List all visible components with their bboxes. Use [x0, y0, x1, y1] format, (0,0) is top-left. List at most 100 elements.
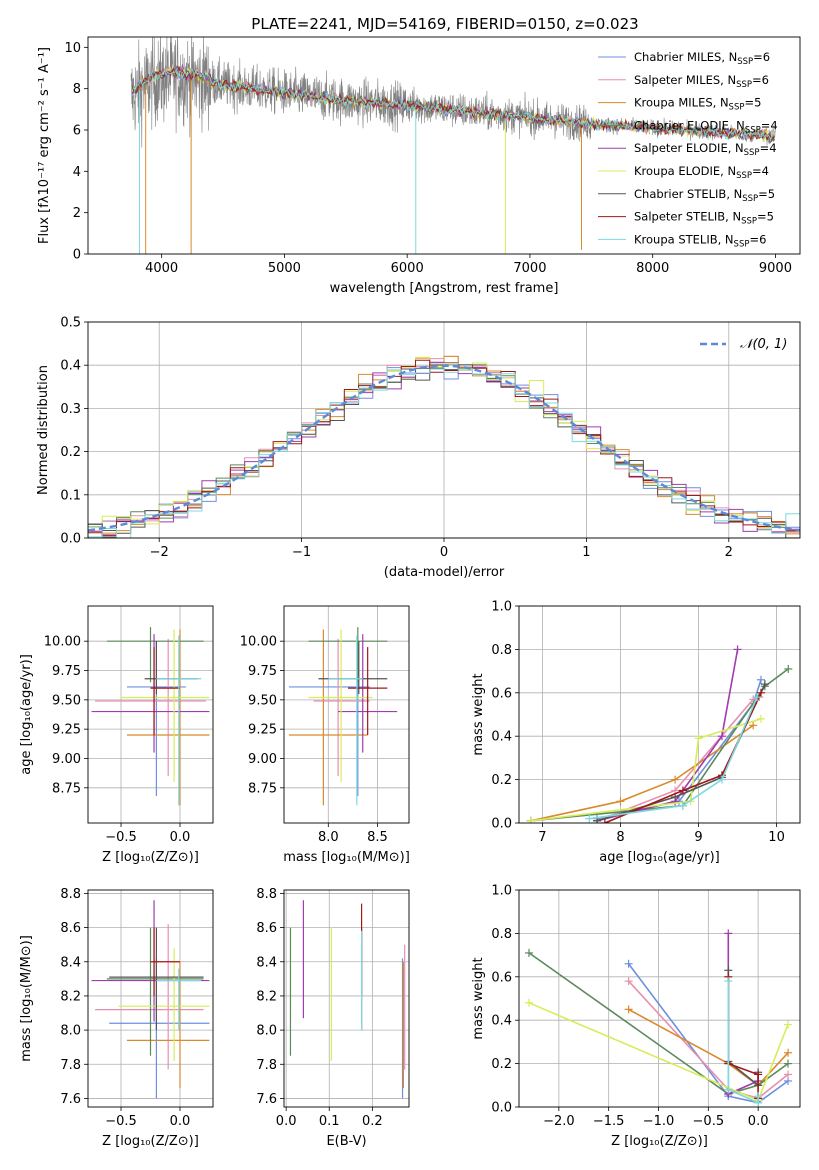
- spectrum-plot-area: [130, 37, 776, 254]
- weight_vs_Z-panel: −2.0 −1.5 −1.0 −0.5 0.0 0.0 0.2 0.4 0.6 0.8 1.0 Z […: [471, 884, 801, 1149]
- y-tick-label: 4: [73, 165, 81, 180]
- x-tick-label: 0.0: [170, 830, 191, 845]
- legend-subscript: SSP: [742, 194, 758, 204]
- y-tick-label: 0.4: [491, 1014, 512, 1029]
- axes-frame: [518, 605, 801, 824]
- y-tick-label: 10.00: [44, 635, 81, 650]
- y-tick-label: 8.8: [256, 887, 277, 902]
- x-tick-label: 8.5: [367, 830, 388, 845]
- y-tick-label: 8.0: [60, 1024, 81, 1039]
- y-tick-label: 9.25: [52, 723, 81, 738]
- x-tick-label: 10: [768, 830, 785, 845]
- weight-line-area: [524, 929, 793, 1107]
- y-tick-label: 0: [73, 248, 81, 263]
- x-tick-label: −1.0: [643, 1114, 675, 1129]
- y-tick-label: 0.1: [60, 488, 81, 503]
- y-tick-label: 10.00: [240, 635, 277, 650]
- y-tick-label: 7.8: [256, 1058, 277, 1073]
- legend-count: =4: [752, 164, 769, 178]
- x-axis-label: Z [log₁₀(Z/Z⊙)]: [102, 850, 199, 865]
- x-tick-label: 0.0: [170, 1114, 191, 1129]
- errorbar-area: [91, 900, 210, 1099]
- y-tick-label: 7.6: [60, 1092, 81, 1107]
- legend: Chabrier MILES, NSSP=6 Salpeter MILES, NS…: [598, 50, 778, 249]
- axes-frame: [87, 605, 214, 824]
- x-tick-label: −1: [292, 545, 311, 560]
- legend-count: =5: [744, 96, 761, 110]
- y-tick-label: 9.75: [248, 664, 277, 679]
- y-tick-label: 9.50: [248, 693, 277, 708]
- x-tick-label: −1.5: [593, 1114, 625, 1129]
- legend-label: Chabrier ELODIE, NSSP=4: [634, 118, 778, 135]
- x-tick-label: 0.1: [319, 1114, 340, 1129]
- y-tick-label: 0.3: [60, 402, 81, 417]
- y-tick-label: 8.6: [256, 921, 277, 936]
- legend-count: =4: [761, 118, 778, 132]
- spectrum-panel: 4000 5000 6000 7000 8000 9000 0 2 4 6 8 10 wavelengt…: [37, 36, 801, 296]
- y-axis-label: age [log₁₀(age/yr)]: [19, 654, 34, 775]
- legend-label: Chabrier MILES, NSSP=6: [634, 50, 770, 67]
- x-tick-label: −0.5: [693, 1114, 725, 1129]
- residuals-panel: −2 −1 0 1 2 0.0 0.1 0.2 0.3 0.4 0.5 (data-model)/er…: [36, 316, 801, 580]
- y-tick-label: 8.4: [256, 955, 277, 970]
- axes-frame: [87, 321, 801, 539]
- age_vs_Z-panel: −0.5 0.0 8.75 9.00 9.25 9.50 9.75 10.00 Z [log₁₀…: [19, 605, 214, 865]
- y-tick-label: 6: [73, 124, 81, 139]
- y-tick-label: 8: [73, 82, 81, 97]
- residual-histogram: [88, 368, 800, 538]
- axes-frame: [87, 36, 801, 255]
- weight-series-line: [528, 952, 789, 1095]
- legend-label: Kroupa ELODIE, NSSP=4: [634, 164, 769, 181]
- figure-title: PLATE=2241, MJD=54169, FIBERID=0150, z=0…: [251, 15, 638, 33]
- x-tick-label: 2: [725, 545, 733, 560]
- y-tick-label: 8.8: [60, 887, 81, 902]
- model-spectrum: [131, 67, 775, 140]
- legend-label: 𝒩(0, 1): [740, 337, 787, 352]
- model-spectrum: [132, 66, 775, 142]
- x-tick-label: −2: [150, 545, 169, 560]
- weight-series-line: [628, 1008, 789, 1087]
- y-axis-label: mass weight: [471, 673, 486, 755]
- y-tick-label: 0.2: [491, 1057, 512, 1072]
- legend-subscript: SSP: [729, 103, 745, 113]
- y-tick-label: 0.2: [491, 773, 512, 788]
- errorbar-area: [288, 627, 398, 806]
- mass_vs_Z-panel: −0.5 0.0 7.6 7.8 8.0 8.2 8.4 8.6 8.8 Z [log₁₀(Z/Z…: [19, 887, 214, 1149]
- x-axis-label: E(B-V): [326, 1134, 366, 1149]
- y-tick-label: 0.6: [491, 686, 512, 701]
- y-axis-label: Flux [fλ10⁻¹⁷ erg cm⁻² s⁻¹ A⁻¹]: [37, 47, 52, 244]
- histogram-area: [88, 355, 800, 538]
- x-axis-label: Z [log₁₀(Z/Z⊙)]: [102, 1134, 199, 1149]
- y-tick-label: 7.8: [60, 1058, 81, 1073]
- legend-subscript: SSP: [734, 239, 750, 249]
- x-tick-label: 0.2: [362, 1114, 383, 1129]
- y-tick-label: 1.0: [491, 600, 512, 615]
- y-tick-label: 9.00: [52, 752, 81, 767]
- weight-series-line: [589, 696, 758, 820]
- x-tick-label: 7000: [513, 261, 546, 276]
- legend-label: Kroupa STELIB, NSSP=6: [634, 232, 766, 249]
- axes-frame: [518, 889, 801, 1108]
- plot-layer: 4000 5000 6000 7000 8000 90000246810wavelengt…: [19, 36, 801, 1149]
- y-tick-label: 8.4: [60, 955, 81, 970]
- y-tick-label: 0.4: [491, 730, 512, 745]
- x-tick-label: 0.0: [748, 1114, 769, 1129]
- y-tick-label: 9.25: [248, 723, 277, 738]
- legend-count: =5: [758, 187, 775, 201]
- legend-subscript: SSP: [736, 80, 752, 90]
- weight-series-line: [727, 933, 759, 1096]
- x-tick-label: 1: [582, 545, 590, 560]
- y-axis-label: mass weight: [471, 957, 486, 1039]
- x-tick-label: 4000: [145, 261, 178, 276]
- legend-subscript: SSP: [744, 148, 760, 158]
- y-tick-label: 0.0: [60, 532, 81, 547]
- legend-label: Salpeter STELIB, NSSP=5: [634, 210, 774, 227]
- y-tick-label: 8.75: [248, 781, 277, 796]
- age_vs_mass-panel: 8.0 8.5 8.75 9.00 9.25 9.50 9.75 10.00 mass [log…: [240, 605, 410, 865]
- axes-frame: [283, 605, 410, 824]
- y-tick-label: 8.2: [256, 989, 277, 1004]
- weight-series-line: [727, 970, 759, 1087]
- x-tick-label: 9000: [759, 261, 792, 276]
- legend-count: =6: [752, 73, 769, 87]
